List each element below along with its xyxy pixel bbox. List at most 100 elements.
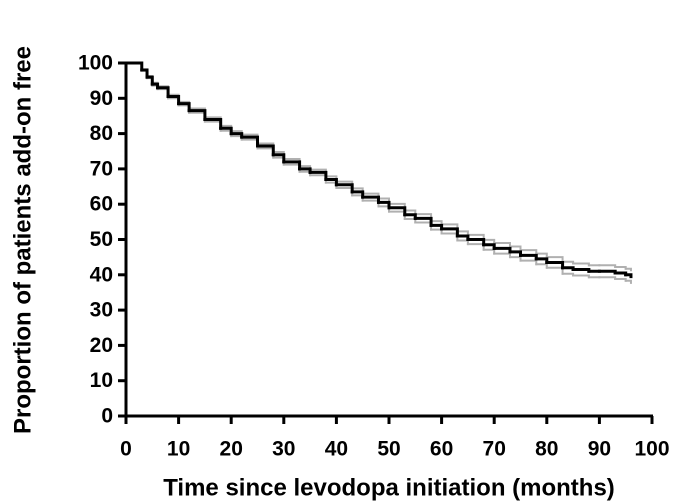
survival-step [376,200,391,210]
survival-step [271,153,286,164]
survival-step [545,266,564,275]
y-tick-label: 100 [78,52,113,75]
x-tick-label: 80 [535,438,558,461]
survival-step [482,243,496,250]
x-tick-label: 100 [634,438,669,461]
survival-step [282,160,302,171]
y-tick-label: 70 [90,157,113,180]
survival-step [534,257,549,264]
y-tick-label: 30 [90,299,113,322]
y-tick-label: 0 [101,405,113,428]
survival-step [188,111,206,123]
survival-step [388,210,406,221]
x-tick-label: 20 [220,438,243,461]
x-tick-label: 90 [588,438,611,461]
x-tick-label: 0 [120,438,132,461]
survival-step [535,263,548,269]
survival-step [466,243,485,251]
survival-step [145,75,154,86]
survival-step [177,102,191,113]
y-axis-title: Proportion of patients add-on free [9,46,36,434]
survival-step [613,271,628,277]
survival-step [298,170,312,177]
survival-step [430,228,443,235]
survival-step [519,259,538,266]
survival-step [324,177,338,187]
survival-step [519,249,538,255]
survival-step [493,242,511,248]
survival-step [187,109,207,121]
survival-step [256,147,275,159]
survival-step [282,163,301,173]
survival-step [256,144,275,157]
survival-step [350,190,365,199]
survival-step [561,272,575,277]
y-tick-label: 60 [90,193,113,216]
survival-step [508,256,522,262]
survival-step [156,86,170,99]
x-tick-label: 40 [325,438,348,461]
survival-step [429,223,444,231]
survival-step [203,117,223,130]
survival-step [135,61,144,72]
survival-step [203,120,222,132]
survival-step [324,181,338,189]
survival-step [572,274,590,279]
survival-step [156,88,170,100]
survival-step [166,95,181,106]
survival-step [466,238,486,247]
survival-step [455,234,470,241]
survival-step [177,104,191,114]
survival-step [614,266,627,270]
survival-step [167,97,180,107]
survival-step [493,252,511,259]
x-tick-label: 60 [430,438,453,461]
survival-step [508,245,522,252]
survival-step [598,276,617,281]
survival-step [308,170,328,181]
survival-step [545,260,565,270]
survival-step [535,252,548,259]
survival-step [572,262,590,267]
survival-step [545,256,564,263]
survival-step [219,129,233,138]
survival-step [414,221,433,231]
survival-step [571,268,591,273]
survival-step [219,126,233,136]
survival-step [413,216,433,227]
survival-step [519,253,538,261]
survival-step [361,199,380,208]
survival-step [492,246,512,254]
survival-step [624,267,632,272]
survival-step [272,156,285,166]
y-tick-label: 50 [90,228,113,251]
y-tick-label: 40 [90,263,113,286]
survival-step [403,218,417,224]
x-tick-label: 70 [483,438,506,461]
survival-step [482,238,496,245]
survival-step [482,248,496,255]
survival-step [377,205,390,213]
survival-step [614,278,627,282]
survival-step [597,269,617,275]
survival-step [598,264,617,269]
survival-step [403,209,417,216]
survival-step [334,183,354,194]
survival-step [430,220,443,226]
y-tick-label: 90 [90,87,113,110]
survival-step [140,68,149,79]
y-tick-label: 80 [90,122,113,145]
survival-step [309,174,327,184]
survival-step [230,135,243,141]
survival-step [440,227,459,238]
x-tick-label: 50 [377,438,400,461]
survival-step [240,138,259,150]
x-tick-label: 10 [167,438,190,461]
survival-step [456,239,469,246]
survival-step [351,194,364,202]
survival-step [624,273,633,279]
x-axis-title: Time since levodopa initiation (months) [163,474,615,501]
survival-step [508,250,522,257]
survival-step [387,206,407,217]
